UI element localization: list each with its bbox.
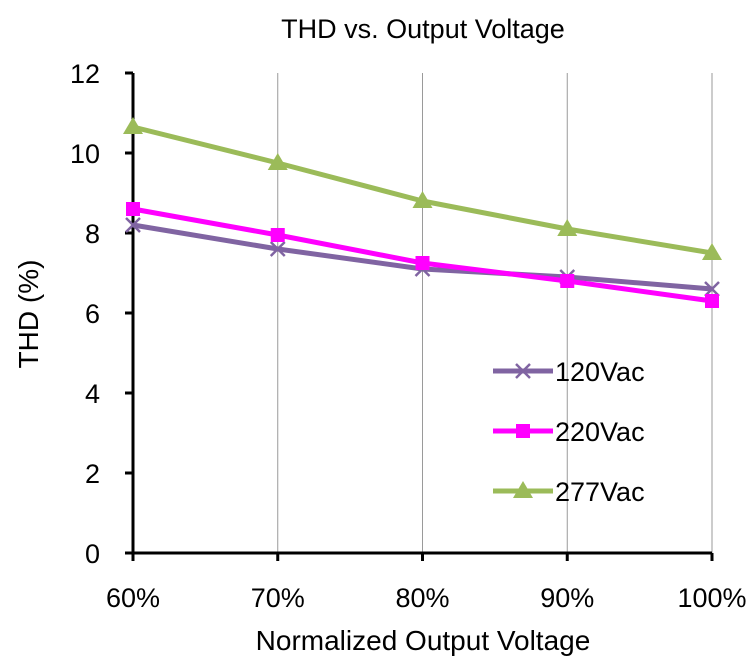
legend-label: 277Vac	[555, 477, 645, 507]
y-tick-label: 12	[70, 59, 100, 89]
y-tick-label: 10	[70, 139, 100, 169]
axes	[125, 71, 714, 561]
legend: 120Vac 220Vac 277Vac	[493, 357, 645, 507]
data-point	[557, 219, 578, 236]
series-layer	[123, 117, 722, 308]
data-point	[705, 294, 719, 308]
legend-label: 220Vac	[555, 417, 645, 447]
data-point	[270, 228, 285, 242]
legend-marker	[516, 424, 530, 438]
x-tick-label: 60%	[106, 583, 160, 613]
data-point	[415, 256, 430, 270]
series-277Vac	[123, 117, 722, 260]
gridlines	[277, 73, 713, 553]
x-tick-label: 80%	[395, 583, 449, 613]
y-tick-labels: 0 2 4 6 8 10 12	[70, 59, 100, 569]
data-point	[702, 243, 722, 260]
y-tick-label: 4	[85, 379, 100, 409]
x-tick-labels: 60% 70% 80% 90% 100%	[106, 583, 747, 613]
legend-item: 120Vac	[493, 357, 645, 387]
y-axis-label: THD (%)	[13, 260, 44, 369]
y-tick-label: 0	[85, 539, 100, 569]
data-point	[123, 117, 143, 134]
series-220Vac	[126, 202, 719, 308]
data-point	[269, 241, 286, 257]
data-point	[560, 274, 575, 288]
x-axis-label: Normalized Output Voltage	[256, 625, 591, 656]
data-point	[412, 191, 433, 208]
legend-label: 120Vac	[555, 357, 645, 387]
legend-marker	[515, 363, 531, 379]
data-point	[704, 281, 720, 297]
y-tick-label: 6	[85, 299, 100, 329]
x-tick-label: 70%	[251, 583, 305, 613]
x-tick-label: 100%	[677, 583, 746, 613]
legend-item: 220Vac	[493, 417, 645, 447]
y-tick-label: 8	[85, 219, 100, 249]
data-point	[125, 217, 141, 233]
data-point	[267, 153, 288, 170]
y-tick-label: 2	[85, 459, 100, 489]
chart-title: THD vs. Output Voltage	[281, 14, 565, 44]
legend-item: 277Vac	[493, 477, 645, 507]
x-tick-label: 90%	[540, 583, 594, 613]
legend-marker	[513, 481, 533, 498]
data-point	[126, 202, 140, 216]
